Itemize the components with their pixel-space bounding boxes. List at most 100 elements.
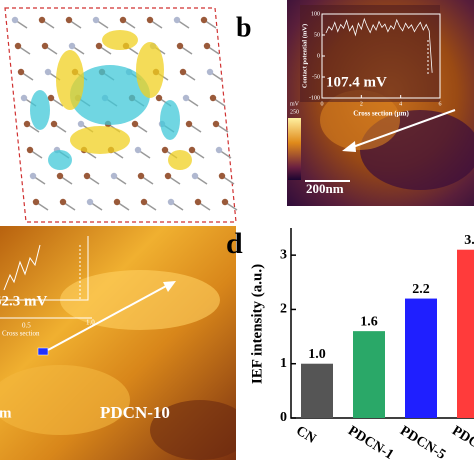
atom (179, 68, 187, 76)
atom (50, 120, 58, 128)
inset-chart: -100 -50 0 50 100 0 2 4 6 (309, 11, 442, 107)
y-axis-label: IEF intensity (a.u.) (249, 264, 265, 384)
arrow (349, 109, 456, 149)
atom (47, 94, 55, 102)
atom (68, 42, 76, 50)
atom (77, 120, 85, 128)
atom (176, 42, 184, 50)
panel-a (4, 7, 238, 223)
y-tick-label: 1 (280, 356, 287, 371)
atom (203, 42, 211, 50)
charge-density (48, 150, 72, 170)
inset-annotation: 52.3 mV (0, 293, 47, 309)
marker (37, 347, 49, 356)
image-patch (320, 90, 400, 150)
atom (140, 198, 148, 206)
charge-density (70, 126, 130, 154)
atom (215, 146, 223, 154)
atom (83, 172, 91, 180)
inset-tick: 0.5 (22, 322, 31, 330)
value-label: 3.1 (464, 233, 474, 248)
y-tick-label: 50 (314, 32, 320, 38)
atom (212, 120, 220, 128)
x-tick-label: 2 (360, 101, 363, 107)
atom (110, 172, 118, 180)
kpfm-image (287, 0, 474, 206)
inset-annotation: 107.4 mV (326, 74, 387, 90)
sample-label: PDCN-10 (100, 403, 170, 422)
x-tick-label: PDCN-10 (449, 423, 474, 466)
atom (131, 120, 139, 128)
atom (86, 198, 94, 206)
atom (56, 172, 64, 180)
charge-density (70, 65, 150, 125)
charge-density (102, 30, 138, 50)
atom (26, 146, 34, 154)
charge-density (168, 150, 192, 170)
bar (457, 249, 474, 418)
panel-b: b mV 250 200nm 107.4 mV Cross section (μ… (236, 0, 474, 206)
arrow-head (342, 141, 356, 152)
y-tick-label: 0 (280, 410, 287, 425)
atom (218, 172, 226, 180)
scale-label: 200nm (306, 181, 344, 196)
x-tick-label: 0 (321, 101, 324, 107)
panel-label: d (226, 227, 243, 260)
bar-chart: 0 1 2 3 1.0 CN 1.6 PDCN-1 2.2 PDCN-5 3.1 PDCN-10 (280, 228, 474, 467)
data-line (325, 17, 433, 73)
charge-density (56, 50, 84, 110)
cell-outline (4, 7, 237, 223)
atom (65, 16, 73, 24)
x-tick-label: PDCN-5 (397, 423, 448, 463)
atom (137, 172, 145, 180)
x-tick-label: 6 (439, 101, 442, 107)
inset-bg (300, 5, 440, 102)
x-tick-label: PDCN-1 (345, 423, 396, 463)
y-tick-label: 2 (280, 302, 287, 317)
inset-xlabel: Cross section (2, 330, 40, 338)
y-tick-label: 0 (317, 53, 320, 59)
atom (206, 68, 214, 76)
inset-tick: 1.0 (86, 319, 95, 327)
atom (32, 198, 40, 206)
atom (59, 198, 67, 206)
atom (14, 42, 22, 50)
atom (173, 16, 181, 24)
atom (11, 16, 19, 24)
y-tick-label: 100 (311, 11, 320, 17)
atom (188, 146, 196, 154)
x-tick-label: 4 (399, 101, 402, 107)
atom (20, 94, 28, 102)
inset-xlabel: Cross section (μm) (353, 110, 409, 118)
atom (134, 146, 142, 154)
image-patch (0, 365, 130, 435)
value-label: 2.2 (412, 282, 430, 297)
atom (161, 146, 169, 154)
charge-density (136, 42, 164, 98)
atom (119, 16, 127, 24)
atom (146, 16, 154, 24)
atom (194, 198, 202, 206)
colorbar-max: 250 (290, 109, 299, 115)
value-label: 1.6 (360, 314, 378, 329)
atom (182, 94, 190, 102)
panel-label: b (236, 12, 252, 43)
atom (209, 94, 217, 102)
atom (41, 42, 49, 50)
y-tick-label: -50 (312, 74, 320, 80)
atom (92, 16, 100, 24)
panel-d: d IEF intensity (a.u.) 0 1 2 3 1.0 CN 1.6 PDCN-… (226, 227, 474, 467)
atom (38, 16, 46, 24)
atom (167, 198, 175, 206)
atom (95, 42, 103, 50)
bar (301, 363, 333, 418)
atom (221, 198, 229, 206)
atom (164, 172, 172, 180)
atom (44, 68, 52, 76)
bar (405, 298, 437, 418)
atom (23, 120, 31, 128)
y-tick-label: -100 (309, 95, 320, 101)
atom (17, 68, 25, 76)
arrow (47, 284, 169, 351)
arrow-head (163, 281, 176, 292)
